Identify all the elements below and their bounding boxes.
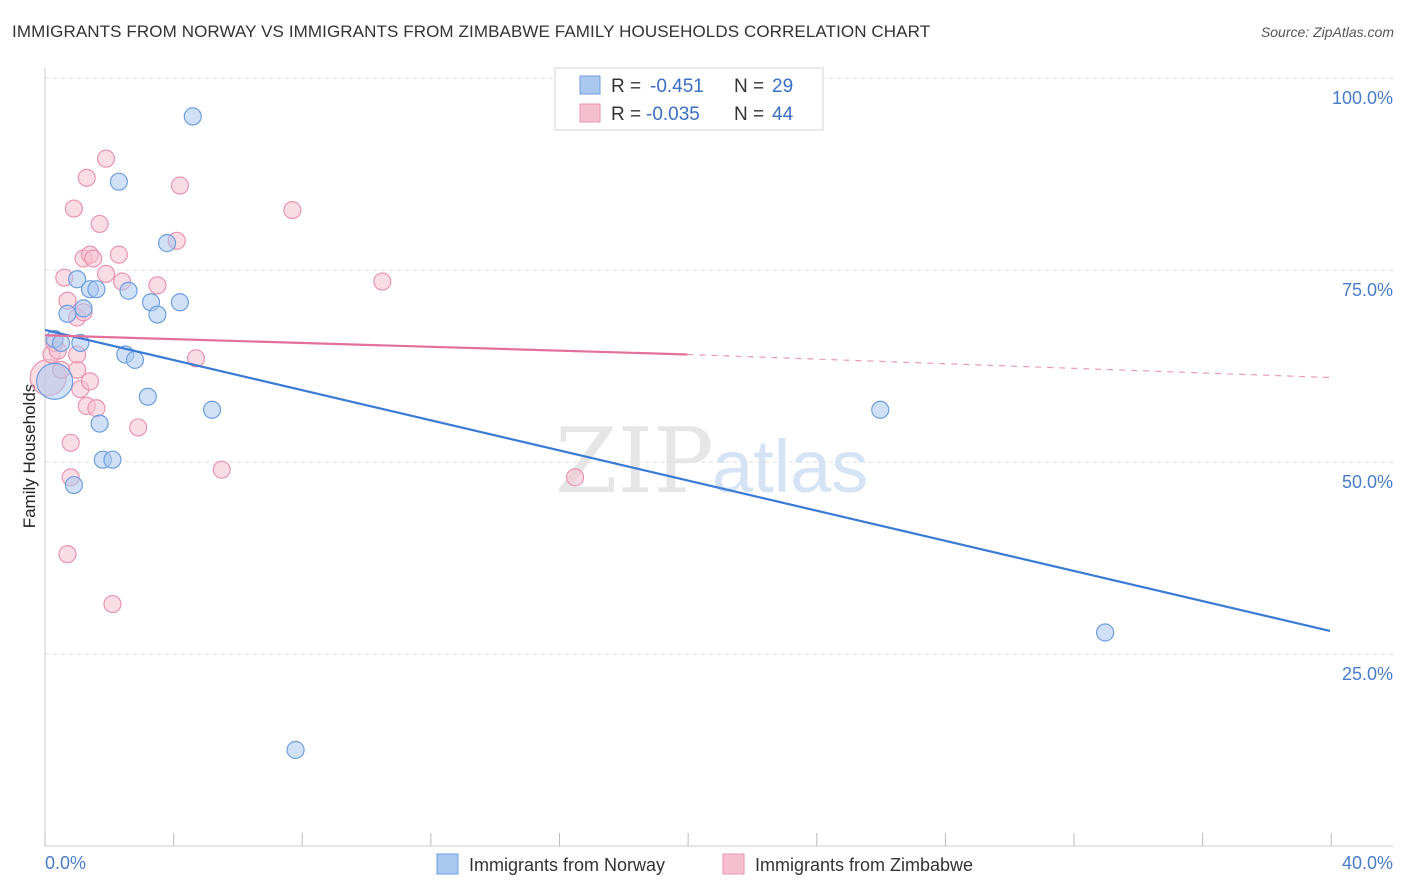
zimbabwe-point-25	[96, 264, 116, 283]
y-axis-title: Family Households	[20, 384, 39, 529]
norway-point-7	[74, 299, 93, 318]
stats-swatch-norway	[579, 75, 601, 95]
stats-zimbabwe-n-value: 44	[772, 104, 794, 125]
norway-point-13	[109, 172, 128, 191]
stats-swatch-zimbabwe	[579, 103, 601, 123]
zimbabwe-point-26	[103, 594, 122, 614]
norway-point-12	[103, 450, 122, 469]
zimbabwe-point-21	[84, 249, 103, 268]
zimbabwe-point-23	[90, 214, 109, 234]
zimbabwe-point-22	[87, 399, 106, 418]
norway-point-17	[138, 387, 157, 406]
norway-point-24	[286, 740, 305, 760]
norway-point-25	[871, 400, 890, 419]
y-tick-label-50: 50.0%	[1342, 472, 1393, 492]
trend-line-norway	[44, 328, 1331, 633]
stats-norway-r-value: -0.451	[650, 76, 704, 97]
norway-point-23	[202, 400, 222, 419]
norway-point-21	[170, 293, 190, 312]
series-norway-points	[36, 107, 1115, 760]
zimbabwe-point-32	[170, 176, 190, 195]
stats-norway-n-label: N =	[734, 76, 764, 97]
y-axis-tick-labels: 100.0% 75.0% 50.0% 25.0%	[1332, 88, 1393, 684]
zimbabwe-point-9	[61, 433, 80, 452]
zimbabwe-point-33	[186, 349, 206, 368]
norway-point-26	[1096, 623, 1115, 642]
legend-swatch-zimbabwe	[722, 853, 745, 875]
norway-point-16	[125, 350, 145, 369]
zimbabwe-point-27	[109, 245, 128, 264]
norway-point-9	[87, 280, 106, 299]
series-zimbabwe-points	[29, 149, 585, 614]
norway-point-15	[119, 281, 138, 300]
stats-zimbabwe-r-label: R =	[611, 104, 641, 125]
watermark: ZIP atlas	[555, 409, 868, 514]
legend-swatch-norway	[436, 853, 459, 875]
zimbabwe-point-34	[212, 460, 231, 479]
zimbabwe-point-29	[129, 418, 148, 437]
y-tick-label-25: 25.0%	[1342, 664, 1393, 684]
norway-point-5	[68, 270, 87, 289]
y-tick-label-100: 100.0%	[1332, 88, 1393, 108]
norway-point-19	[148, 305, 167, 324]
stats-norway-n-value: 29	[772, 76, 793, 97]
y-tick-label-75: 75.0%	[1342, 280, 1393, 300]
trend-lines	[44, 328, 1331, 633]
chart-title: IMMIGRANTS FROM NORWAY VS IMMIGRANTS FRO…	[12, 22, 931, 41]
norway-point-22	[183, 107, 202, 126]
stats-zimbabwe-r-value: -0.035	[646, 104, 700, 125]
zimbabwe-point-35	[283, 200, 302, 220]
stats-legend: R = -0.451 N = 29 R = -0.035 N = 44	[554, 67, 824, 131]
x-tick-label-min: 0.0%	[45, 853, 86, 873]
legend-label-zimbabwe: Immigrants from Zimbabwe	[755, 855, 973, 875]
series-legend: Immigrants from Norway Immigrants from Z…	[436, 853, 973, 875]
zimbabwe-point-20	[80, 372, 100, 391]
norway-point-0	[36, 362, 74, 400]
zimbabwe-point-36	[373, 272, 392, 291]
watermark-atlas: atlas	[712, 425, 868, 508]
legend-label-norway: Immigrants from Norway	[469, 855, 665, 875]
watermark-zip: ZIP	[555, 409, 714, 514]
trend-line-zimbabwe	[44, 334, 688, 356]
trend-line-zimbabwe-extension	[687, 353, 1331, 379]
norway-point-20	[157, 234, 177, 253]
norway-point-3	[58, 304, 77, 323]
zimbabwe-point-7	[58, 545, 77, 564]
x-tick-label-max: 40.0%	[1342, 853, 1393, 873]
norway-point-4	[64, 475, 84, 495]
zimbabwe-point-10	[64, 199, 84, 218]
zimbabwe-point-30	[148, 276, 167, 295]
grid-lines	[45, 77, 1393, 655]
source-label: Source: ZipAtlas.com	[1260, 24, 1394, 40]
zimbabwe-point-18	[77, 168, 96, 187]
stats-zimbabwe-n-label: N =	[734, 104, 764, 125]
norway-point-10	[90, 414, 109, 433]
stats-norway-r-label: R =	[611, 76, 641, 97]
zimbabwe-point-37	[565, 468, 585, 487]
x-axis-ticks	[44, 833, 1332, 846]
zimbabwe-point-24	[96, 149, 116, 168]
